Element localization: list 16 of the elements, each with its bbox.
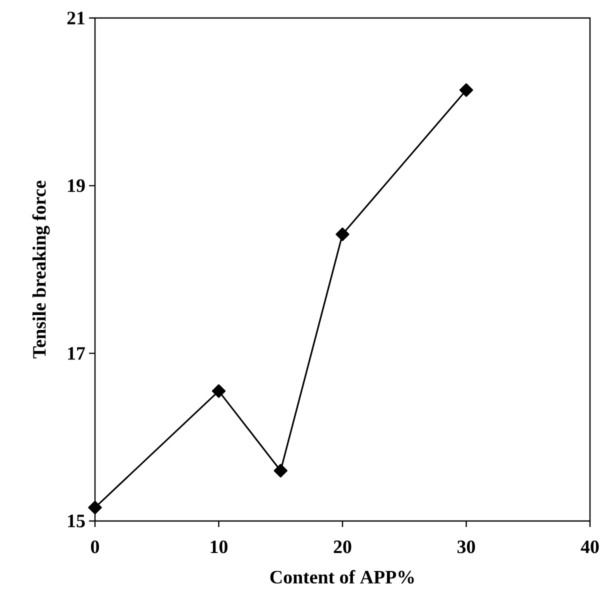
point <box>459 83 474 97</box>
x-tick-label: 10 <box>210 540 228 554</box>
point <box>336 228 350 242</box>
y-tick-label: 19 <box>68 179 85 192</box>
y-tick-label: 17 <box>68 347 86 360</box>
y-tick-label: 21 <box>67 12 85 24</box>
y-tick-label: 15 <box>68 514 85 528</box>
point <box>88 500 102 514</box>
x-tick-label: 40 <box>580 540 599 554</box>
point <box>212 384 226 398</box>
point <box>274 464 288 478</box>
y-axis-title: Tensile breaking force <box>32 180 50 358</box>
x-tick-label: 20 <box>334 540 352 554</box>
x-tick-label: 0 <box>90 540 99 554</box>
x-axis-title: Content of APP% <box>270 570 414 584</box>
x-tick-label: 30 <box>458 540 475 554</box>
